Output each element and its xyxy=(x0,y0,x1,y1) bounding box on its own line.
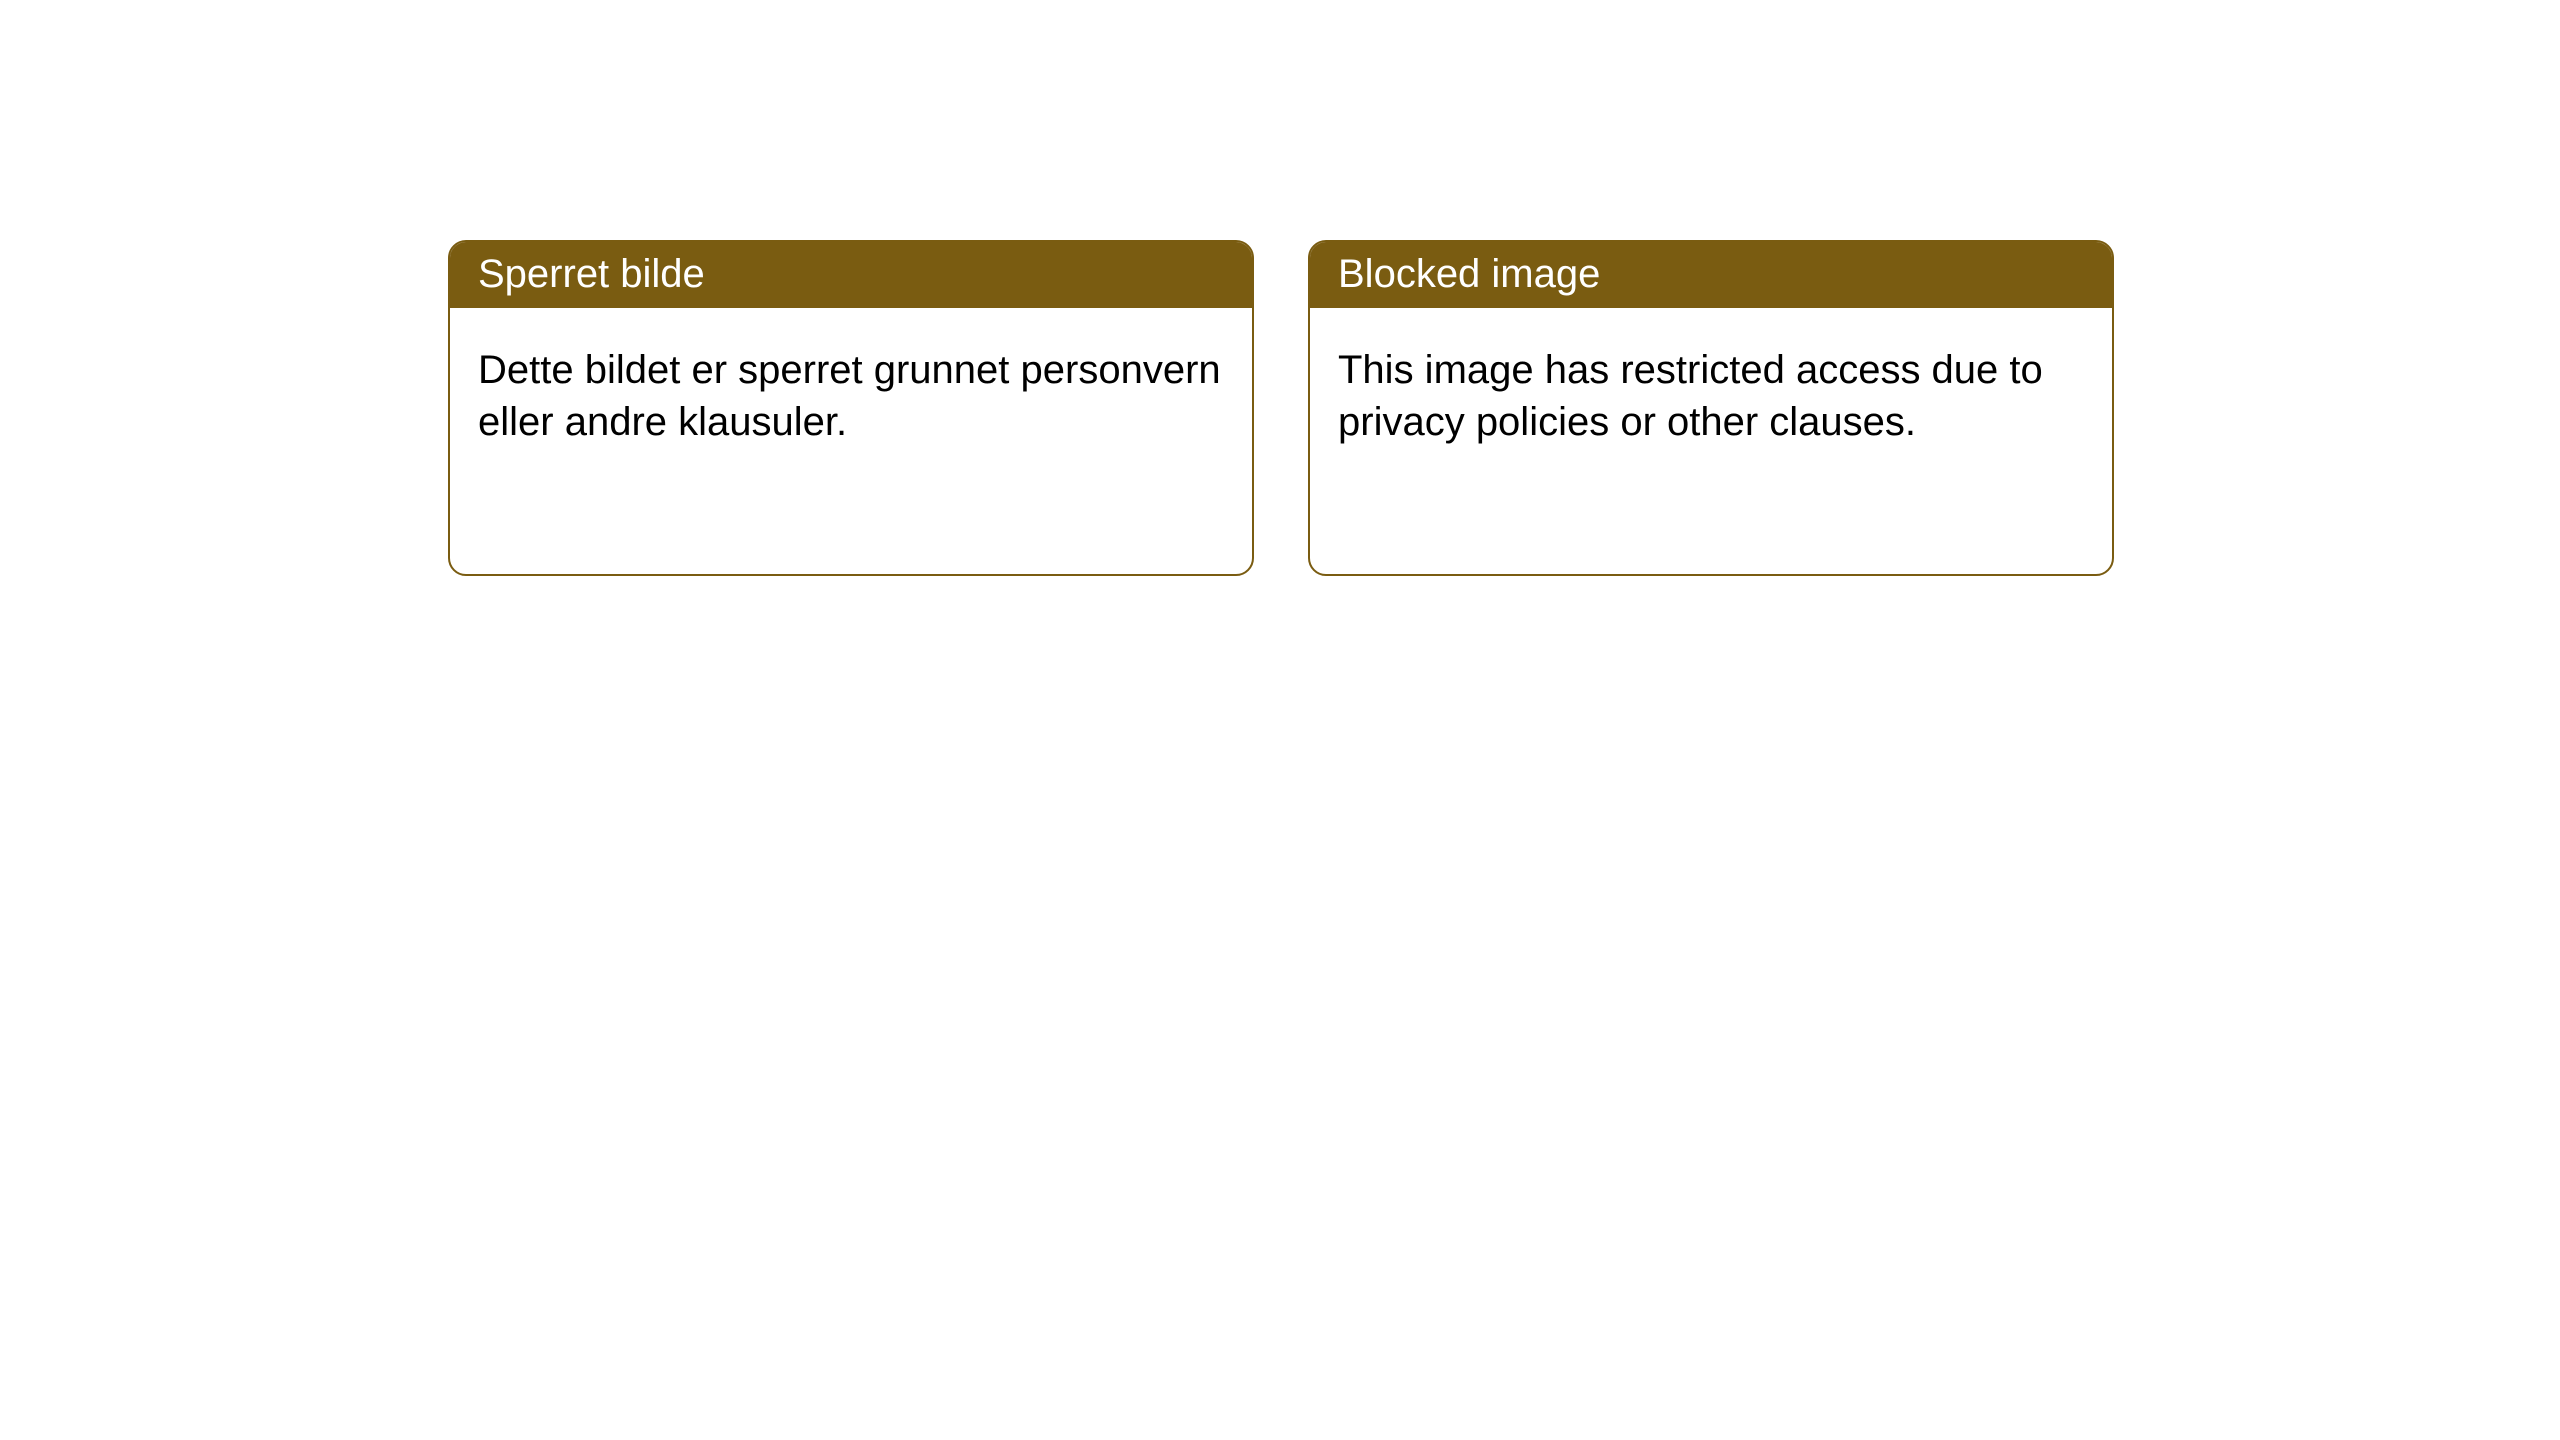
card-title: Sperret bilde xyxy=(450,242,1252,308)
card-body: Dette bildet er sperret grunnet personve… xyxy=(450,308,1252,476)
blocked-image-card-en: Blocked image This image has restricted … xyxy=(1308,240,2114,576)
card-title: Blocked image xyxy=(1310,242,2112,308)
blocked-image-card-no: Sperret bilde Dette bildet er sperret gr… xyxy=(448,240,1254,576)
card-row: Sperret bilde Dette bildet er sperret gr… xyxy=(0,0,2560,576)
card-body: This image has restricted access due to … xyxy=(1310,308,2112,476)
